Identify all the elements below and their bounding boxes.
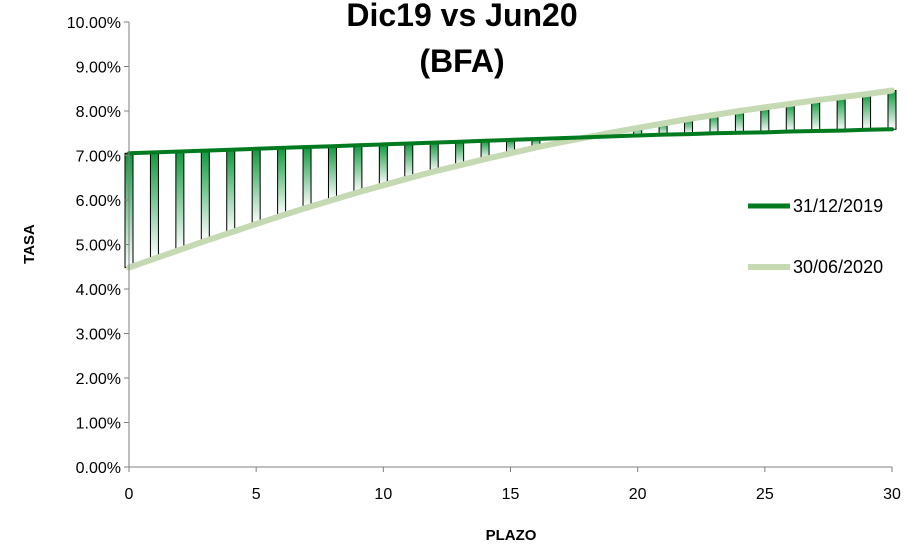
spread-bar: [862, 93, 872, 131]
y-axis-label: TASA: [21, 224, 38, 264]
spread-bar: [251, 148, 261, 225]
y-tick-label: 1.00%: [76, 416, 121, 433]
spread-bar: [760, 106, 770, 133]
spread-bar: [811, 99, 821, 132]
x-tick-label: 30: [883, 486, 901, 503]
y-tick-label: 4.00%: [76, 282, 121, 299]
series-line-30-06-2020: [126, 87, 895, 271]
spread-bar: [404, 142, 414, 179]
spread-bar: [226, 149, 236, 233]
spread-bar: [277, 147, 287, 217]
y-tick-label: 7.00%: [76, 149, 121, 166]
spread-bar: [327, 145, 337, 201]
chart-title-line2: (BFA): [419, 43, 504, 79]
spread-bar: [836, 96, 846, 132]
spread-bar: [200, 150, 210, 242]
spread-bar: [378, 143, 388, 186]
spread-bar: [302, 146, 312, 209]
chart-title-line1: Dic19 vs Jun20: [346, 0, 577, 33]
y-tick-label: 3.00%: [76, 327, 121, 344]
y-tick-label: 8.00%: [76, 104, 121, 121]
x-axis-label: PLAZO: [486, 527, 537, 544]
x-tick-label: 25: [756, 486, 774, 503]
y-tick-label: 5.00%: [76, 238, 121, 255]
spread-bar: [175, 150, 185, 251]
y-tick-label: 2.00%: [76, 371, 121, 388]
legend-label-2: 30/06/2020: [793, 257, 883, 277]
y-tick-label: 0.00%: [76, 460, 121, 477]
spread-bar: [149, 151, 159, 260]
y-tick-label: 6.00%: [76, 193, 121, 210]
legend-label-1: 31/12/2019: [793, 196, 883, 216]
y-tick-label: 9.00%: [76, 60, 121, 77]
x-tick-label: 15: [502, 486, 520, 503]
x-tick-label: 20: [629, 486, 647, 503]
x-tick-label: 10: [374, 486, 392, 503]
y-tick-label: 10.00%: [67, 15, 121, 32]
x-tick-label: 5: [252, 486, 261, 503]
spread-bar: [353, 144, 363, 193]
spread-bar: [785, 103, 795, 132]
series-line-31-12-2019: [127, 127, 894, 156]
spread-bar: [887, 90, 897, 130]
spread-bar: [429, 142, 439, 173]
x-tick-label: 0: [125, 486, 134, 503]
